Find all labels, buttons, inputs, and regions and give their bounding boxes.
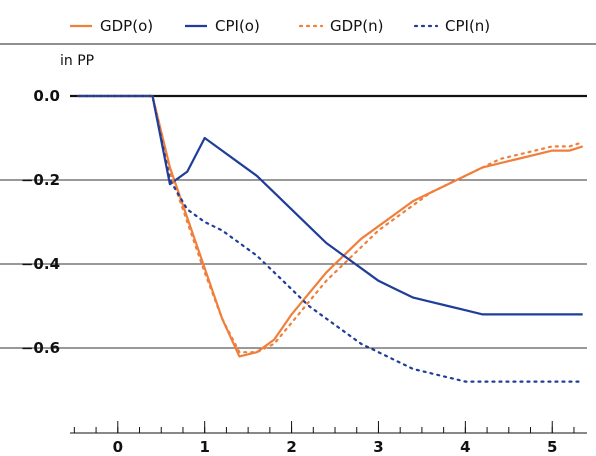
x-tick-label-3: 3 [373, 438, 383, 456]
series-lines [77, 94, 584, 383]
y-tick-label-3: −0.6 [21, 339, 60, 357]
y-tick-label-0: 0.0 [33, 87, 60, 105]
series-line-gdp-o [78, 94, 584, 358]
legend-label-1: CPI(o) [215, 17, 260, 35]
x-axis: 0 1 2 3 4 5 [70, 421, 587, 456]
series-line-cpi-n [77, 94, 584, 383]
x-tick-label-1: 1 [199, 438, 209, 456]
y-tick-label-1: −0.2 [21, 171, 60, 189]
y-tick-labels: 0.0 −0.2 −0.4 −0.6 [21, 87, 60, 357]
x-tick-label-0: 0 [113, 438, 123, 456]
y-axis-unit-label: in PP [60, 53, 94, 69]
x-tick-label-2: 2 [286, 438, 296, 456]
legend-label-2: GDP(n) [330, 17, 383, 35]
legend-label-3: CPI(n) [445, 17, 490, 35]
legend: GDP(o) CPI(o) GDP(n) CPI(n) [70, 17, 490, 35]
grid-lines [0, 94, 587, 349]
x-tick-label-5: 5 [547, 438, 557, 456]
series-line-gdp-n [77, 94, 584, 354]
y-tick-label-2: −0.4 [21, 255, 60, 273]
x-tick-label-4: 4 [460, 438, 470, 456]
legend-label-0: GDP(o) [100, 17, 153, 35]
series-line-cpi-o [78, 94, 583, 316]
